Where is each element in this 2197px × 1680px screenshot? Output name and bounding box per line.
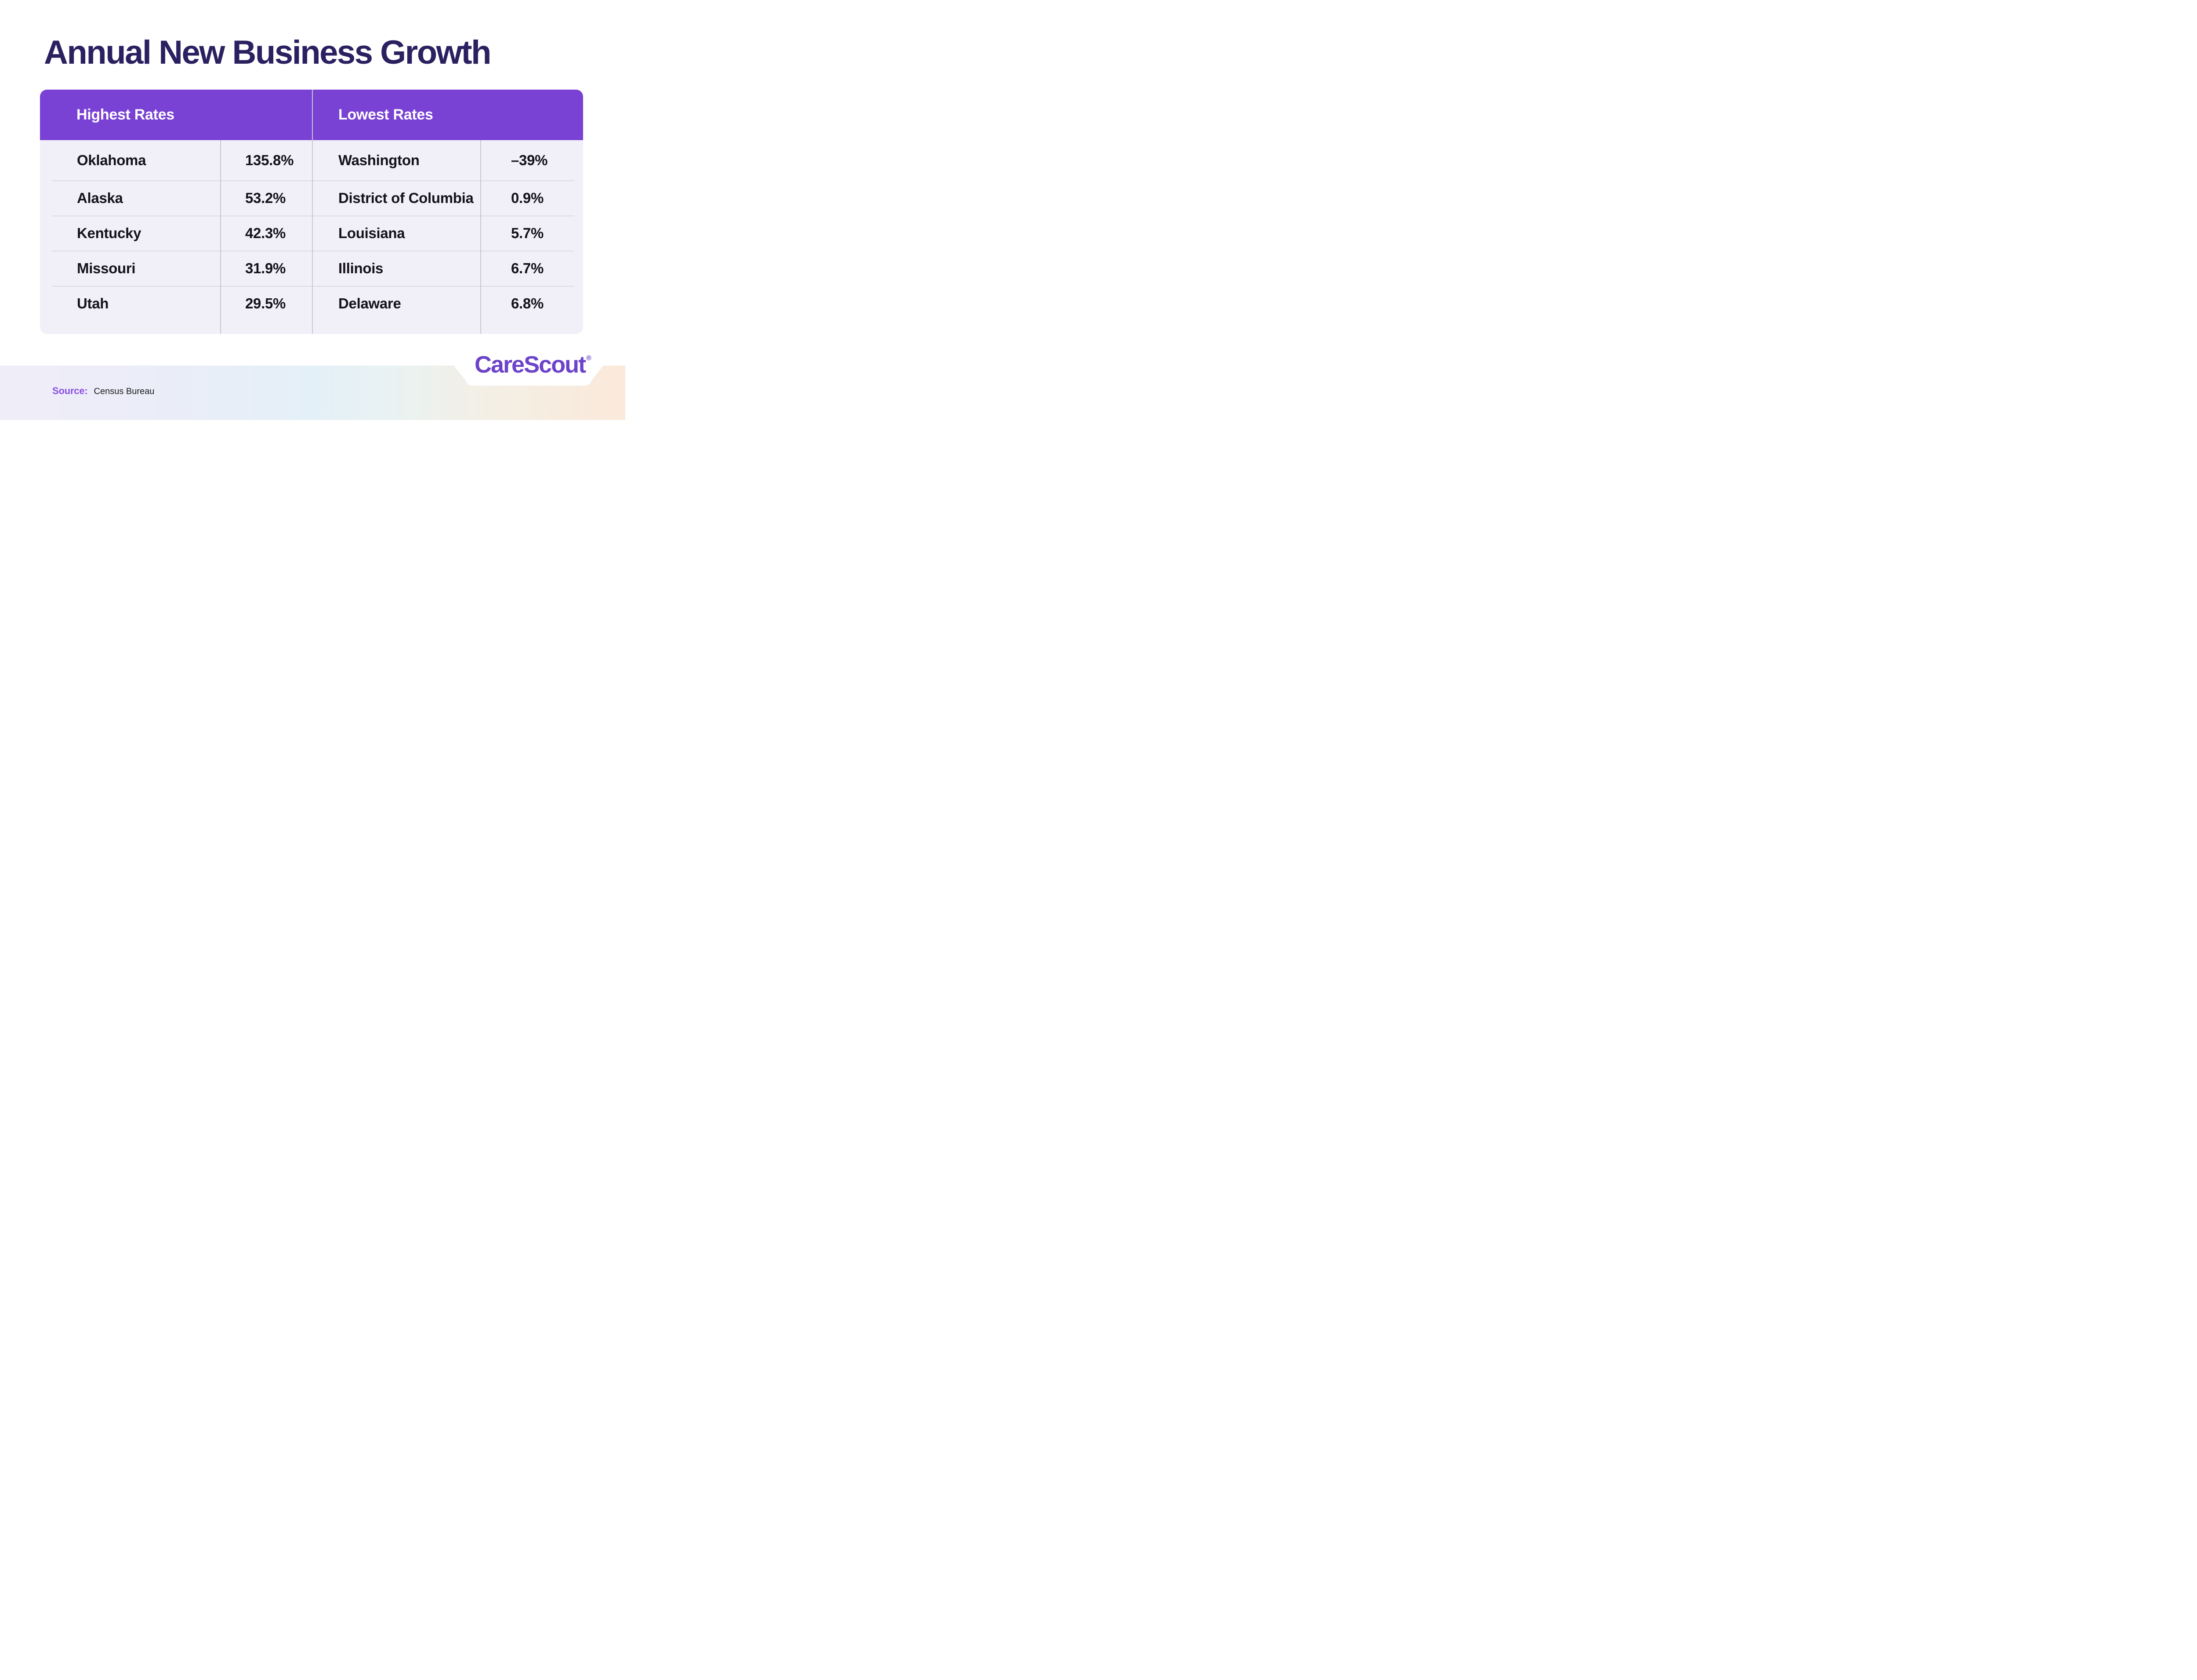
rates-table-card: Highest Rates Lowest Rates Oklahoma 135.… bbox=[40, 90, 583, 334]
column-header-lowest-rates: Lowest Rates bbox=[338, 106, 433, 123]
state-name: Utah bbox=[77, 295, 109, 311]
state-name: Louisiana bbox=[338, 225, 405, 241]
carescout-logo-text: CareScout bbox=[475, 351, 586, 378]
state-name: Illinois bbox=[338, 260, 384, 276]
state-name: District of Columbia bbox=[338, 190, 474, 206]
state-rate: 29.5% bbox=[245, 295, 286, 311]
state-rate: 6.8% bbox=[511, 295, 544, 311]
state-rate: 135.8% bbox=[245, 152, 294, 168]
state-rate: 6.7% bbox=[511, 260, 544, 276]
divider-table-center bbox=[312, 90, 313, 334]
registered-trademark-icon: ® bbox=[586, 355, 591, 362]
source-label: Source: bbox=[52, 385, 88, 396]
logo-tab-shape bbox=[454, 366, 603, 386]
state-rate: 42.3% bbox=[245, 225, 286, 241]
state-name: Missouri bbox=[77, 260, 136, 276]
state-name: Alaska bbox=[77, 190, 123, 206]
state-rate: –39% bbox=[511, 152, 548, 168]
column-header-highest-rates: Highest Rates bbox=[76, 106, 174, 123]
state-name: Kentucky bbox=[77, 225, 141, 241]
state-name: Washington bbox=[338, 152, 420, 168]
state-name: Delaware bbox=[338, 295, 401, 311]
source-value: Census Bureau bbox=[94, 387, 155, 396]
state-rate: 5.7% bbox=[511, 225, 544, 241]
state-rate: 0.9% bbox=[511, 190, 544, 206]
page-title: Annual New Business Growth bbox=[44, 34, 492, 71]
carescout-logo: CareScout ® bbox=[475, 353, 591, 377]
divider-right-rate-column bbox=[480, 140, 481, 334]
divider-left-rate-column bbox=[220, 140, 221, 334]
state-name: Oklahoma bbox=[77, 152, 146, 168]
infographic-page: Annual New Business Growth Highest Rates… bbox=[0, 0, 625, 420]
table-header-band bbox=[40, 90, 583, 140]
source-line: Source: Census Bureau bbox=[52, 385, 154, 397]
state-rate: 31.9% bbox=[245, 260, 286, 276]
state-rate: 53.2% bbox=[245, 190, 286, 206]
